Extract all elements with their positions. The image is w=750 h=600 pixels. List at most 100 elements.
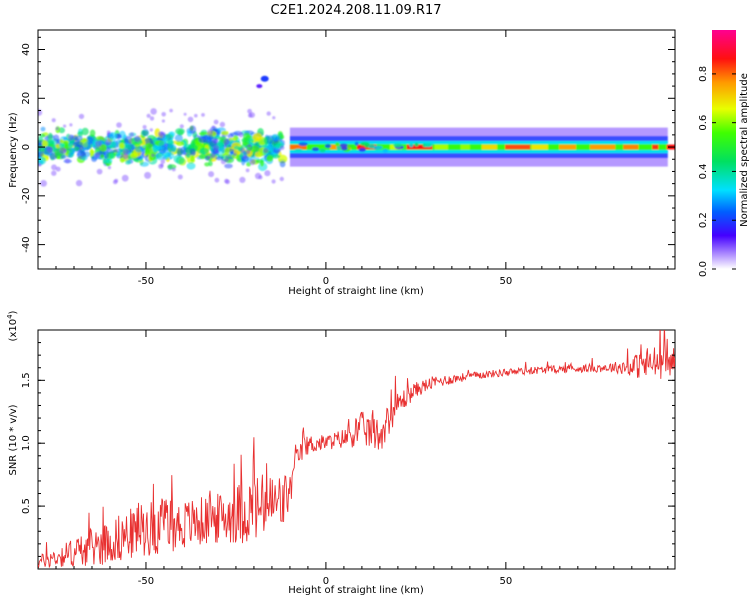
noise-blob bbox=[130, 152, 139, 159]
noise-blob bbox=[231, 153, 239, 159]
noise-blob bbox=[144, 147, 151, 156]
noise-blob bbox=[266, 155, 274, 162]
noise-blob bbox=[174, 134, 183, 142]
faint-blob bbox=[107, 165, 112, 170]
faint-blob bbox=[161, 112, 166, 117]
faint-blob bbox=[238, 132, 244, 138]
noise-blob bbox=[215, 156, 224, 161]
top-x-axis-label: Height of straight line (km) bbox=[288, 286, 424, 297]
faint-blob bbox=[177, 174, 183, 180]
noise-blob bbox=[201, 134, 212, 144]
faint-blob bbox=[207, 155, 211, 159]
x-tick-label: -50 bbox=[138, 276, 154, 287]
snr-axes: -50 0 50 0.5 1.0 1.5 bbox=[21, 330, 675, 587]
carrier-blob bbox=[298, 142, 308, 147]
faint-blob bbox=[247, 113, 253, 118]
noise-blob bbox=[69, 147, 75, 155]
carrier-segment bbox=[311, 144, 330, 150]
noise-blob bbox=[47, 132, 53, 141]
carrier-blob bbox=[311, 147, 320, 152]
noise-blob bbox=[156, 152, 165, 161]
carrier-blob bbox=[324, 144, 332, 149]
carrier-segment bbox=[289, 144, 307, 150]
noise-blob bbox=[115, 152, 122, 157]
faint-blob bbox=[211, 125, 216, 129]
x-tick-label: 0 bbox=[323, 576, 329, 587]
noise-blob bbox=[186, 162, 196, 170]
noise-blob bbox=[38, 145, 46, 152]
noise-blob bbox=[132, 157, 140, 162]
noise-blob bbox=[144, 137, 154, 146]
noise-blob bbox=[125, 159, 131, 165]
spectrogram-panel: -50 0 50 -40 -20 0 20 40 Height of straight lin… bbox=[8, 29, 676, 297]
faint-blob bbox=[169, 108, 173, 113]
x-tick-label: -50 bbox=[138, 576, 154, 587]
spectrogram-axes: -50 0 50 -40 -20 0 20 40 bbox=[21, 30, 675, 287]
colorbar-tick-label: 0.6 bbox=[698, 115, 709, 131]
carrier-blob bbox=[423, 143, 433, 148]
noise-blob bbox=[40, 126, 46, 132]
colorbar-tick-label: 0.4 bbox=[698, 163, 709, 179]
noise-blob bbox=[38, 156, 47, 165]
noise-blob bbox=[60, 154, 67, 159]
top-y-axis-label: Frequency (Hz) bbox=[8, 112, 19, 188]
y-tick-label: 40 bbox=[21, 43, 32, 56]
faint-blob bbox=[94, 152, 101, 158]
chart-title: C2E1.2024.208.11.09.R17 bbox=[270, 3, 441, 18]
faint-blob bbox=[213, 144, 220, 151]
y-multiplier-base: (x10 bbox=[8, 319, 19, 342]
noise-blob bbox=[190, 155, 195, 163]
faint-blob bbox=[245, 168, 250, 173]
faint-blob bbox=[78, 113, 85, 120]
noise-blob bbox=[169, 144, 177, 153]
carrier-segment bbox=[460, 144, 470, 150]
y-tick-label: 1.0 bbox=[21, 435, 32, 451]
noise-blob bbox=[109, 152, 115, 159]
colorbar-tick-label: 0.2 bbox=[698, 212, 709, 228]
noise-blob bbox=[73, 141, 84, 149]
faint-blob bbox=[264, 170, 271, 177]
y-tick-label: 0.5 bbox=[21, 498, 32, 514]
faint-blob bbox=[271, 179, 276, 184]
noise-blob bbox=[186, 153, 191, 159]
faint-blob bbox=[194, 113, 198, 118]
carrier-segment bbox=[531, 144, 549, 150]
noise-blob bbox=[218, 146, 226, 155]
faint-blob bbox=[95, 140, 102, 147]
faint-blob bbox=[121, 174, 129, 182]
noise-blob bbox=[176, 141, 185, 147]
faint-blob bbox=[51, 164, 57, 171]
faint-blob bbox=[149, 116, 155, 121]
faint-blob bbox=[208, 171, 215, 178]
faint-blob bbox=[67, 134, 74, 141]
faint-blob bbox=[179, 124, 184, 129]
y-tick-label: 1.5 bbox=[21, 372, 32, 388]
noise-blob bbox=[199, 147, 210, 155]
carrier-blob bbox=[409, 143, 414, 148]
noise-blob bbox=[224, 163, 233, 169]
faint-blob bbox=[144, 171, 152, 179]
carrier-segment bbox=[481, 144, 498, 150]
y-tick-label: -40 bbox=[21, 236, 32, 252]
faint-blob bbox=[55, 166, 61, 172]
y-tick-label: -20 bbox=[21, 188, 32, 204]
noise-blob bbox=[58, 142, 65, 148]
noise-blob bbox=[80, 150, 85, 158]
y-multiplier-exponent: 4 bbox=[6, 314, 14, 319]
noise-blob bbox=[252, 133, 263, 142]
noise-blob bbox=[99, 144, 107, 152]
noise-blob bbox=[81, 127, 89, 136]
faint-blob bbox=[279, 145, 285, 151]
faint-blob bbox=[187, 116, 194, 123]
y-tick-label: 0 bbox=[21, 144, 32, 150]
faint-blob bbox=[243, 155, 248, 160]
isolated-blob bbox=[260, 75, 269, 82]
faint-blob bbox=[46, 146, 54, 153]
carrier-blob bbox=[358, 147, 366, 152]
carrier-blob bbox=[341, 146, 348, 151]
faint-blob bbox=[151, 153, 155, 158]
faint-blob bbox=[146, 113, 151, 118]
colorbar-gradient bbox=[712, 30, 736, 269]
noise-blob bbox=[39, 133, 46, 138]
noise-blob bbox=[139, 161, 149, 167]
